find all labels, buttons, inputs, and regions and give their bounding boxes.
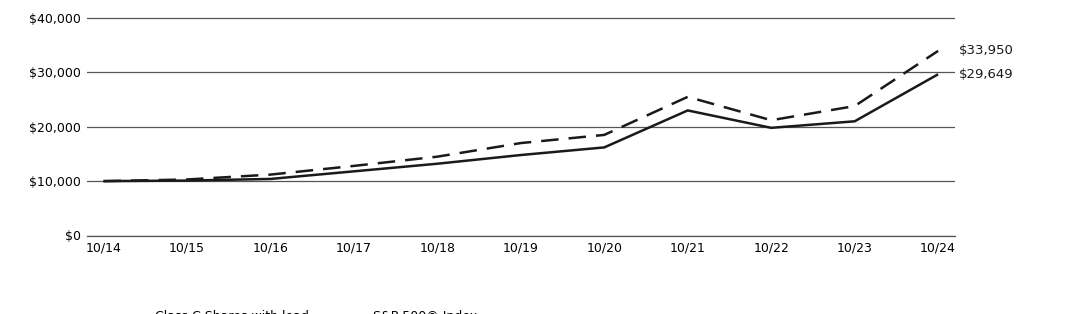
Text: $33,950: $33,950 bbox=[959, 44, 1013, 57]
Legend: Class C Shares with load, S&P 500® Index: Class C Shares with load, S&P 500® Index bbox=[111, 310, 477, 314]
Text: $29,649: $29,649 bbox=[959, 68, 1013, 81]
